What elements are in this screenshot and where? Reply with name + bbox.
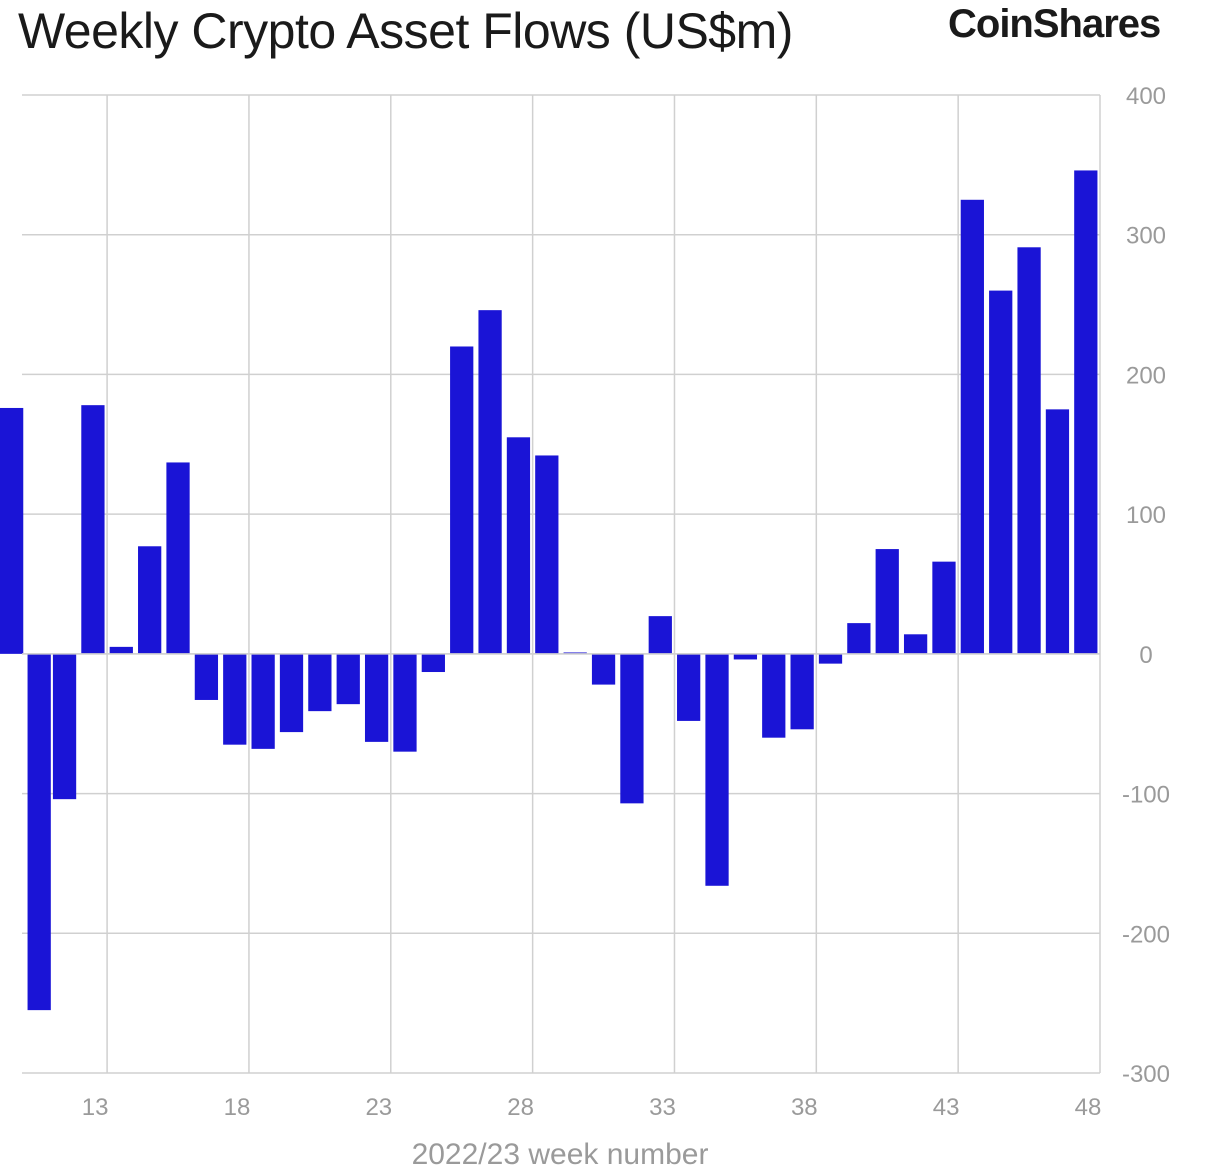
x-axis-title: 2022/23 week number xyxy=(412,1138,709,1171)
bar xyxy=(421,653,445,673)
bar xyxy=(364,653,389,742)
bar xyxy=(790,653,814,730)
y-tick-label: -300 xyxy=(1122,1061,1170,1088)
bar xyxy=(847,623,871,654)
bar xyxy=(138,546,162,654)
bar xyxy=(52,653,77,800)
x-tick-label: 13 xyxy=(82,1094,109,1121)
bars xyxy=(0,170,1098,1011)
bar xyxy=(818,653,843,664)
bar xyxy=(393,653,417,752)
y-tick-label: 400 xyxy=(1126,83,1166,110)
x-tick-label: 23 xyxy=(365,1094,392,1121)
bar xyxy=(0,407,24,654)
chart-title: Weekly Crypto Asset Flows (US$m) xyxy=(18,3,793,59)
bar xyxy=(733,653,758,660)
y-tick-label: 200 xyxy=(1126,362,1166,389)
y-tick-label: 300 xyxy=(1126,223,1166,250)
bar xyxy=(648,616,672,654)
bar xyxy=(960,199,984,654)
x-tick-label: 33 xyxy=(649,1094,676,1121)
bar xyxy=(535,455,559,654)
bar xyxy=(308,653,332,712)
bar xyxy=(932,561,956,654)
x-tick-label: 18 xyxy=(224,1094,251,1121)
bar xyxy=(450,346,474,654)
coinshares-logo: CoinShares xyxy=(948,2,1161,46)
axes xyxy=(22,95,1101,1073)
bar xyxy=(903,634,928,654)
bar xyxy=(705,653,729,886)
bar xyxy=(762,653,786,738)
bar xyxy=(875,549,899,654)
x-tick-label: 43 xyxy=(933,1094,960,1121)
y-tick-label: 100 xyxy=(1126,502,1166,529)
bar xyxy=(279,653,304,733)
y-tick-label: 0 xyxy=(1139,642,1152,669)
y-tick-label: -200 xyxy=(1122,921,1170,948)
y-tick-label: -100 xyxy=(1122,782,1170,809)
bar xyxy=(109,646,133,654)
bar xyxy=(989,290,1013,654)
bar xyxy=(81,405,105,654)
x-tick-label: 48 xyxy=(1075,1094,1102,1121)
bar xyxy=(478,310,502,654)
bar xyxy=(506,437,531,654)
tick-labels: 400 300 200 100 0 -100 -200 -300 13 18 23 28 33 38 43 4… xyxy=(82,83,1170,1121)
bar xyxy=(677,653,701,721)
bar xyxy=(336,653,360,705)
bar xyxy=(1074,170,1098,654)
bar xyxy=(251,653,275,749)
x-tick-label: 38 xyxy=(791,1094,818,1121)
bar xyxy=(591,653,616,685)
bar xyxy=(27,653,51,1011)
bar xyxy=(1045,409,1070,654)
bar xyxy=(620,653,644,804)
bar xyxy=(1017,247,1041,654)
bar xyxy=(166,462,190,654)
bar xyxy=(223,653,247,745)
bar xyxy=(194,653,219,700)
x-tick-label: 28 xyxy=(507,1094,534,1121)
